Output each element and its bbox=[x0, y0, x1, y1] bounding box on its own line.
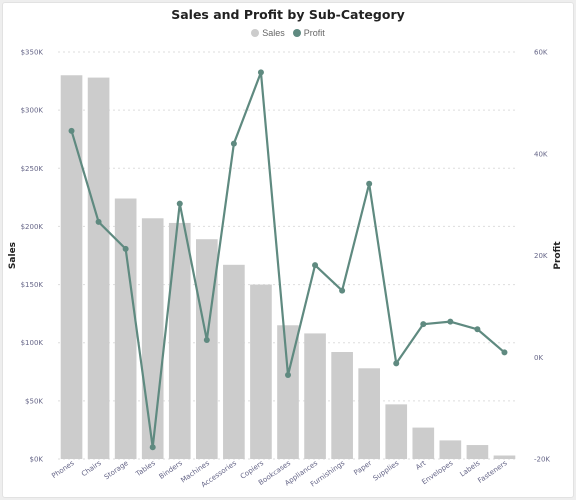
x-tick-label: Chairs bbox=[80, 459, 103, 478]
point-profit bbox=[68, 127, 75, 134]
y2-tick-label: 40K bbox=[534, 150, 548, 158]
point-profit bbox=[366, 180, 373, 187]
x-tick-label: Tables bbox=[134, 459, 158, 479]
point-profit bbox=[176, 200, 183, 207]
chart-legend[interactable]: Sales Profit bbox=[0, 28, 576, 38]
y-tick-label: $250K bbox=[21, 165, 44, 173]
x-tick-label: Paper bbox=[352, 459, 373, 477]
bar-sales bbox=[223, 264, 245, 459]
legend-swatch-profit bbox=[292, 29, 301, 37]
y-tick-label: $350K bbox=[21, 49, 44, 57]
point-profit bbox=[474, 326, 481, 333]
x-tick-label: Phones bbox=[50, 459, 76, 480]
legend-swatch-sales bbox=[251, 29, 260, 37]
y2-tick-label: 20K bbox=[534, 252, 548, 260]
legend-item-profit[interactable]: Profit bbox=[292, 28, 325, 38]
bar-sales bbox=[114, 198, 137, 459]
bar-sales bbox=[439, 440, 462, 459]
bar-sales bbox=[304, 333, 326, 459]
y2-tick-label: -20K bbox=[534, 456, 550, 464]
bar-sales bbox=[141, 218, 164, 459]
y-tick-label: $0K bbox=[30, 456, 44, 464]
bar-sales bbox=[87, 77, 110, 459]
bar-sales bbox=[168, 222, 191, 459]
point-profit bbox=[312, 262, 319, 269]
x-tick-label: Art bbox=[414, 459, 427, 472]
point-profit bbox=[203, 336, 210, 343]
point-profit bbox=[339, 287, 346, 294]
y-tick-label: $50K bbox=[25, 397, 43, 405]
y2-tick-label: 0K bbox=[534, 354, 543, 362]
point-profit bbox=[95, 218, 102, 225]
y-tick-label: $150K bbox=[21, 281, 44, 289]
legend-item-sales[interactable]: Sales bbox=[251, 28, 285, 38]
x-tick-label: Storage bbox=[103, 459, 130, 481]
bar-sales bbox=[277, 325, 299, 459]
y2-tick-label: 60K bbox=[534, 49, 548, 57]
y-axis-title: Sales bbox=[8, 242, 18, 269]
point-profit bbox=[393, 360, 400, 367]
point-profit bbox=[122, 245, 129, 252]
bar-sales bbox=[331, 352, 353, 459]
y-tick-label: $300K bbox=[21, 107, 44, 115]
bar-sales bbox=[493, 455, 516, 459]
bar-sales bbox=[60, 75, 83, 459]
point-profit bbox=[285, 372, 291, 379]
bar-sales bbox=[466, 445, 489, 459]
chart-title: Sales and Profit by Sub-Category bbox=[171, 7, 405, 22]
legend-label-profit: Profit bbox=[303, 28, 325, 38]
bar-sales bbox=[358, 368, 380, 459]
x-tick-label: Labels bbox=[459, 459, 482, 479]
bar-sales bbox=[412, 427, 435, 459]
y-tick-label: $100K bbox=[21, 339, 44, 347]
legend-label-sales: Sales bbox=[262, 28, 285, 38]
point-profit bbox=[257, 69, 264, 76]
point-profit bbox=[149, 444, 156, 451]
x-tick-label: Envelopes bbox=[420, 459, 454, 486]
point-profit bbox=[420, 321, 427, 328]
y2-axis-title: Profit bbox=[553, 241, 563, 270]
point-profit bbox=[447, 318, 454, 325]
y-tick-label: $200K bbox=[21, 223, 44, 231]
bar-sales bbox=[250, 284, 272, 459]
bar-sales bbox=[196, 239, 218, 459]
x-tick-label: Fasteners bbox=[476, 459, 508, 485]
point-profit bbox=[230, 140, 237, 147]
bar-sales bbox=[385, 404, 408, 459]
point-profit bbox=[501, 349, 508, 356]
x-tick-label: Supplies bbox=[372, 459, 401, 483]
